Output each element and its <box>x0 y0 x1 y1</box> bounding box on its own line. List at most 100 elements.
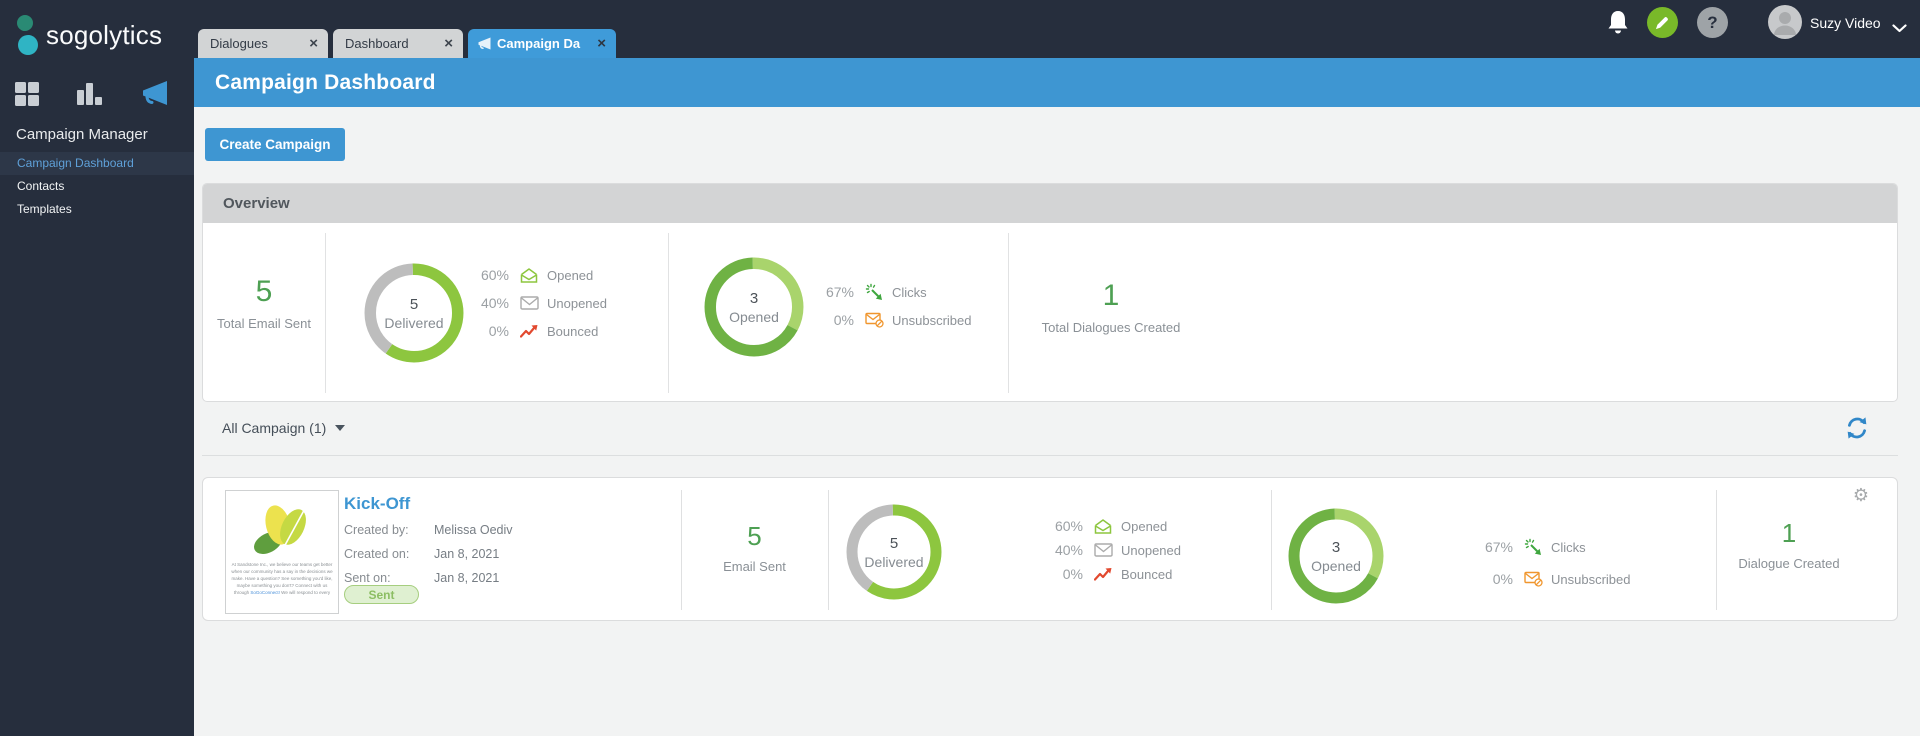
opened-legend: 67% Clicks 0% Unsubscribed <box>814 283 972 328</box>
main-content: Create Campaign Overview 5 Total Email S… <box>194 107 1920 736</box>
dialogue-created-label: Dialogue Created <box>1738 556 1840 571</box>
total-email-sent-value: 5 <box>255 275 273 308</box>
topbar: Dialogues × Dashboard × Campaign Da × <box>194 0 1920 58</box>
create-campaign-button[interactable]: Create Campaign <box>205 128 345 161</box>
notifications-bell-icon[interactable] <box>1605 9 1631 44</box>
tab-strip: Dialogues × Dashboard × Campaign Da × <box>198 29 616 58</box>
page-title: Campaign Dashboard <box>215 70 436 94</box>
campaign-thumbnail[interactable]: At Sandstone Inc., we believe our teams … <box>225 490 339 614</box>
legend-row-bounced: 0% Bounced <box>1062 566 1173 582</box>
tab-dialogues[interactable]: Dialogues × <box>198 29 328 58</box>
donut-label: Opened <box>1311 557 1361 574</box>
donut-value: 5 <box>889 534 899 552</box>
sidebar-section-title: Campaign Manager <box>16 126 148 143</box>
user-name[interactable]: Suzy Video <box>1810 15 1881 31</box>
sogolytics-logo[interactable]: sogolytics <box>12 12 162 58</box>
total-dialogues-label: Total Dialogues Created <box>1041 320 1181 335</box>
divider <box>681 490 682 610</box>
closed-envelope-icon <box>1093 543 1113 557</box>
divider <box>828 490 829 610</box>
donut-label: Delivered <box>384 314 444 331</box>
campaign-settings-gear-icon[interactable]: ⚙ <box>1852 485 1869 505</box>
email-sent-stat: 5 Email Sent <box>681 521 828 574</box>
reports-chart-icon[interactable] <box>76 81 103 107</box>
tab-close-icon[interactable]: × <box>444 35 453 52</box>
delivered-donut-chart: 5 Delivered <box>364 263 464 363</box>
tab-close-icon[interactable]: × <box>309 35 318 52</box>
legend-row-unsubscribed: 0% Unsubscribed <box>1492 571 1631 587</box>
email-sent-value: 5 <box>747 521 762 551</box>
legend-row-opened: 60% Opened <box>480 267 594 284</box>
unsubscribed-icon <box>1523 571 1543 587</box>
status-badge: Sent <box>344 585 419 604</box>
divider <box>1716 490 1717 610</box>
campaign-megaphone-icon[interactable] <box>139 80 169 108</box>
sidebar: sogolytics Campaign Manager Campaign Das… <box>0 0 194 736</box>
campaign-filter-dropdown[interactable]: All Campaign (1) <box>222 420 346 436</box>
campaign-toolbar: All Campaign (1) <box>202 402 1898 456</box>
sidebar-item-templates[interactable]: Templates <box>17 202 72 216</box>
campaign-name-link[interactable]: Kick-Off <box>344 494 411 513</box>
dialogue-created-stat: 1 Dialogue Created <box>1699 518 1879 571</box>
total-email-sent-stat: 5 Total Email Sent <box>203 275 325 331</box>
legend-row-clicks: 67% Clicks <box>1484 538 1586 557</box>
email-sent-label: Email Sent <box>723 559 786 574</box>
leaf-logo <box>254 502 309 554</box>
overview-panel: Overview 5 Total Email Sent 5 Delivered … <box>202 183 1898 402</box>
feedback-pencil-icon[interactable] <box>1647 7 1678 38</box>
created-on-field: Created on: Jan 8, 2021 <box>344 547 500 561</box>
email-preview-text: At Sandstone Inc., we believe our teams … <box>231 562 333 595</box>
divider <box>325 233 326 393</box>
sidebar-item-contacts[interactable]: Contacts <box>17 179 65 193</box>
total-dialogues-value: 1 <box>1102 279 1120 312</box>
opened-legend: 67% Clicks 0% Unsubscribed <box>1473 538 1631 587</box>
opened-envelope-icon <box>1093 518 1113 535</box>
donut-label: Delivered <box>864 553 924 570</box>
sidebar-menu: Campaign Dashboard Contacts Templates <box>0 152 194 221</box>
sidebar-item-campaign-dashboard[interactable]: Campaign Dashboard <box>0 152 194 175</box>
legend-row-unopened: 40% Unopened <box>1054 542 1181 558</box>
total-dialogues-stat: 1 Total Dialogues Created <box>1011 279 1211 335</box>
bounced-arrow-icon <box>519 324 539 338</box>
logo-text: sogolytics <box>46 19 163 50</box>
sidebar-icon-row <box>14 80 180 108</box>
legend-row-bounced: 0% Bounced <box>488 323 599 339</box>
help-icon[interactable] <box>1697 7 1728 38</box>
campaign-row: At Sandstone Inc., we believe our teams … <box>202 477 1898 621</box>
tab-dashboard[interactable]: Dashboard × <box>333 29 463 58</box>
opened-envelope-icon <box>519 267 539 284</box>
apps-grid-icon[interactable] <box>14 81 40 107</box>
legend-row-unsubscribed: 0% Unsubscribed <box>833 312 972 328</box>
tab-close-icon[interactable]: × <box>597 35 606 52</box>
user-avatar[interactable] <box>1768 5 1802 39</box>
page-header: Campaign Dashboard <box>194 58 1920 107</box>
unsubscribed-icon <box>864 312 884 328</box>
divider <box>1008 233 1009 393</box>
sogolytics-logo-icon <box>17 15 38 55</box>
clicks-icon <box>1523 538 1543 557</box>
clicks-icon <box>864 283 884 302</box>
total-email-sent-label: Total Email Sent <box>217 316 311 331</box>
divider <box>1271 490 1272 610</box>
legend-row-unopened: 40% Unopened <box>480 295 607 311</box>
donut-value: 5 <box>409 295 419 313</box>
caret-down-icon <box>335 425 346 431</box>
divider <box>668 233 669 393</box>
legend-row-opened: 60% Opened <box>1054 518 1168 535</box>
overview-title: Overview <box>223 195 290 212</box>
megaphone-icon <box>478 37 491 49</box>
opened-donut-chart: 3 Opened <box>704 257 804 357</box>
sent-on-field: Sent on: Jan 8, 2021 <box>344 571 500 585</box>
donut-label: Opened <box>729 308 779 325</box>
delivered-legend: 60% Opened 40% Unopened 0% Bounced <box>1043 518 1181 582</box>
opened-donut-chart: 3 Opened <box>1288 508 1384 604</box>
chevron-down-icon[interactable] <box>1892 20 1907 38</box>
tab-campaign-dashboard[interactable]: Campaign Da × <box>468 29 616 58</box>
overview-stats-row: 5 Total Email Sent 5 Delivered 60% Opene… <box>203 223 1897 402</box>
donut-value: 3 <box>749 289 759 307</box>
refresh-icon[interactable] <box>1844 415 1870 446</box>
overview-header: Overview <box>203 184 1897 223</box>
legend-row-clicks: 67% Clicks <box>825 283 927 302</box>
topbar-right: Suzy Video <box>1580 0 1920 58</box>
